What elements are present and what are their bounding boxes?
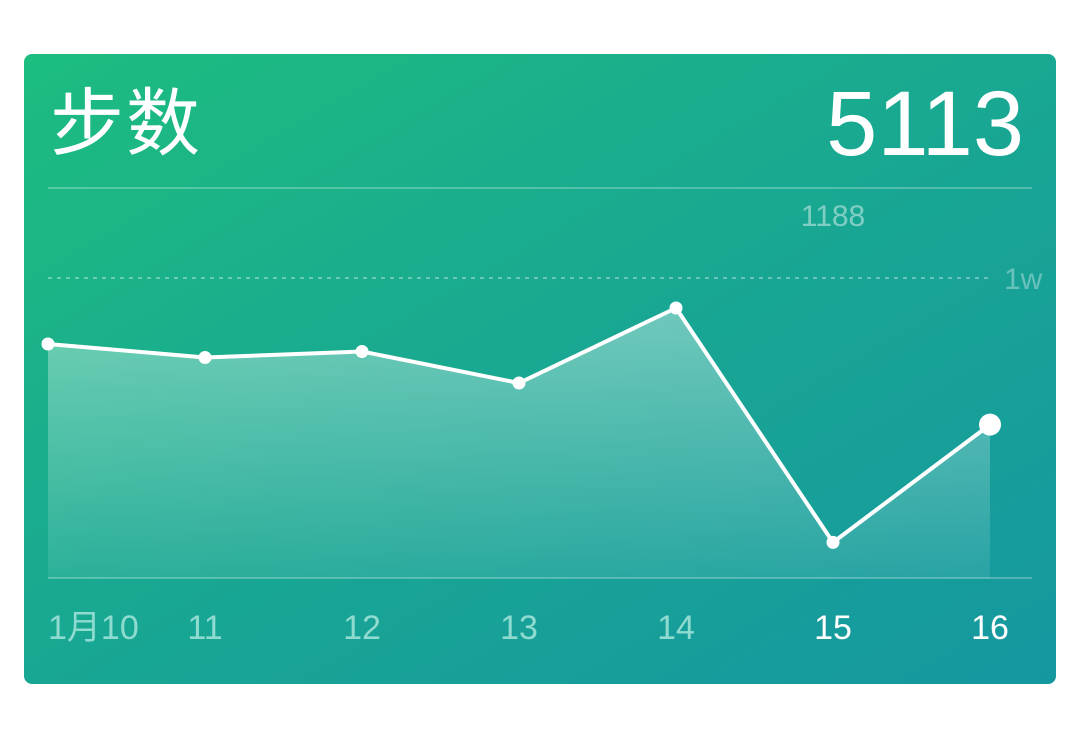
data-point[interactable] xyxy=(355,345,369,358)
data-point[interactable] xyxy=(979,413,1001,436)
reference-line-label: 1w xyxy=(1004,263,1043,296)
x-axis-label[interactable]: 12 xyxy=(343,609,381,647)
steps-area xyxy=(48,308,990,578)
x-axis-label[interactable]: 15 xyxy=(814,609,852,647)
card-title: 步数 xyxy=(50,81,202,167)
x-axis-label[interactable]: 14 xyxy=(657,609,695,647)
x-axis-label[interactable]: 13 xyxy=(500,609,538,647)
data-point[interactable] xyxy=(41,337,55,351)
step-count-value: 5113 xyxy=(826,73,1024,175)
data-point[interactable] xyxy=(512,376,526,390)
steps-card[interactable]: 步数 5113 1w 1188 1月10 11 12 13 14 15 16 xyxy=(24,54,1056,684)
data-point[interactable] xyxy=(198,351,212,364)
steps-chart: 1w 1188 1月10 11 12 13 14 15 16 xyxy=(41,187,1043,647)
data-point[interactable] xyxy=(826,535,840,549)
x-axis-label[interactable]: 16 xyxy=(971,609,1009,647)
x-axis-label[interactable]: 1月10 xyxy=(48,609,139,647)
min-value-callout: 1188 xyxy=(801,200,866,233)
data-point[interactable] xyxy=(669,301,683,315)
x-axis-label[interactable]: 11 xyxy=(187,609,222,647)
